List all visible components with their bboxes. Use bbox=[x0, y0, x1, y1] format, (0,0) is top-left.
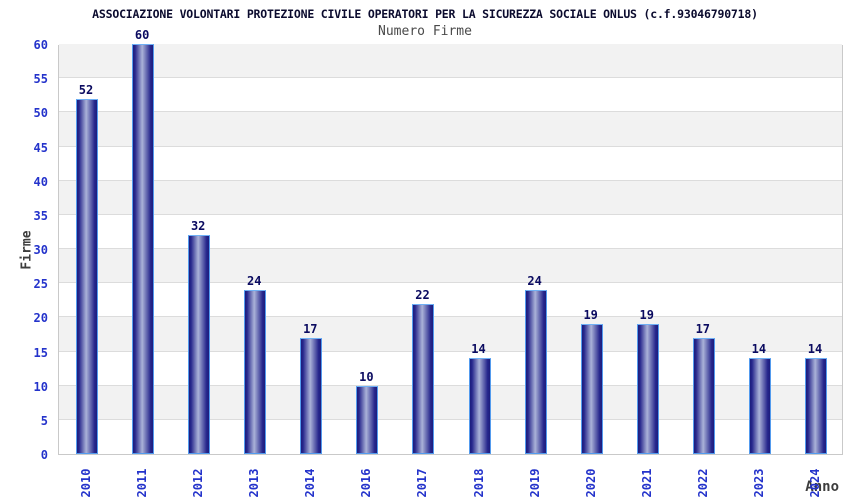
x-tick-label: 2017 bbox=[415, 468, 430, 498]
grid-band bbox=[59, 317, 842, 352]
bar-value-label: 17 bbox=[695, 321, 711, 336]
x-tick-label: 2016 bbox=[359, 468, 374, 498]
grid-band bbox=[59, 146, 842, 181]
bar-value-label: 10 bbox=[359, 369, 374, 384]
bar-2024 bbox=[804, 358, 827, 454]
gridline bbox=[59, 248, 842, 249]
grid-band bbox=[59, 249, 842, 284]
gridline bbox=[59, 179, 842, 181]
y-tick-label: 0 bbox=[40, 448, 48, 462]
plot-area bbox=[58, 44, 843, 455]
x-tick-label: 2018 bbox=[471, 468, 486, 498]
y-tick-label: 55 bbox=[33, 72, 48, 87]
gridline bbox=[59, 213, 842, 215]
x-tick-label: 2021 bbox=[639, 468, 654, 498]
chart-subtitle: Numero Firme bbox=[378, 24, 472, 39]
x-tick-label: 2014 bbox=[303, 468, 318, 498]
y-tick-label: 35 bbox=[33, 208, 48, 223]
bar-value-label: 14 bbox=[471, 342, 486, 357]
grid-band bbox=[59, 180, 842, 215]
grid-band bbox=[59, 351, 842, 386]
gridline bbox=[59, 282, 842, 284]
gridline bbox=[59, 145, 842, 147]
grid-band bbox=[59, 214, 842, 249]
y-tick-label: 5 bbox=[40, 413, 48, 428]
grid-band bbox=[59, 283, 842, 318]
bar-2019 bbox=[524, 290, 547, 454]
bar-value-label: 17 bbox=[303, 321, 318, 336]
y-tick-label: 20 bbox=[33, 311, 48, 326]
bar-value-label: 52 bbox=[78, 82, 94, 97]
bar-value-label: 14 bbox=[807, 342, 823, 357]
bar-value-label: 24 bbox=[527, 274, 542, 288]
bar-value-label: 19 bbox=[639, 308, 654, 323]
grid-band bbox=[59, 385, 842, 420]
bar-value-label: 14 bbox=[751, 342, 767, 357]
grid-band bbox=[59, 78, 842, 113]
grid-band bbox=[59, 44, 842, 79]
y-tick-label: 10 bbox=[33, 379, 48, 394]
bar-2018 bbox=[468, 358, 491, 454]
bar-value-label: 60 bbox=[134, 28, 150, 42]
gridline bbox=[59, 316, 842, 318]
bar-2021 bbox=[636, 324, 659, 454]
x-tick-label: 2023 bbox=[751, 468, 766, 498]
gridline bbox=[59, 350, 842, 352]
x-tick-label: 2010 bbox=[79, 468, 94, 498]
gridline bbox=[59, 77, 842, 79]
x-tick-label: 2022 bbox=[695, 468, 710, 498]
y-tick-label: 25 bbox=[33, 277, 48, 292]
bar-2020 bbox=[580, 324, 603, 454]
x-tick-label: 2019 bbox=[527, 468, 542, 498]
x-tick-label: 2020 bbox=[583, 468, 598, 498]
y-tick-label: 15 bbox=[33, 345, 48, 360]
y-tick-label: 60 bbox=[33, 38, 48, 52]
gridline bbox=[59, 111, 842, 113]
grid-band bbox=[59, 419, 842, 454]
chart-title: ASSOCIAZIONE VOLONTARI PROTEZIONE CIVILE… bbox=[92, 7, 758, 21]
bar-value-label: 24 bbox=[247, 274, 262, 288]
bar-2010 bbox=[76, 98, 99, 454]
x-tick-label: 2013 bbox=[247, 468, 262, 498]
grid-band bbox=[59, 112, 842, 147]
bar-value-label: 22 bbox=[415, 287, 430, 302]
bar-2017 bbox=[412, 303, 435, 454]
y-tick-label: 45 bbox=[33, 140, 48, 155]
bar-2011 bbox=[132, 44, 155, 454]
y-tick-label: 50 bbox=[33, 106, 48, 121]
bar-2023 bbox=[748, 358, 771, 454]
x-tick-label: 2024 bbox=[807, 468, 822, 498]
bar-2016 bbox=[356, 385, 379, 454]
bar-value-label: 19 bbox=[583, 308, 598, 323]
x-tick-label: 2011 bbox=[135, 468, 150, 498]
x-tick-label: 2012 bbox=[191, 468, 206, 498]
bar-2013 bbox=[244, 290, 267, 454]
x-axis-label: Anno bbox=[805, 479, 839, 495]
y-tick-label: 30 bbox=[33, 243, 48, 257]
gridline bbox=[59, 384, 842, 386]
bar-2012 bbox=[188, 235, 211, 454]
bar-2022 bbox=[692, 337, 715, 454]
y-tick-label: 40 bbox=[33, 174, 48, 189]
gridline bbox=[59, 418, 842, 420]
bar-2014 bbox=[300, 337, 323, 454]
bar-value-label: 32 bbox=[190, 219, 206, 234]
